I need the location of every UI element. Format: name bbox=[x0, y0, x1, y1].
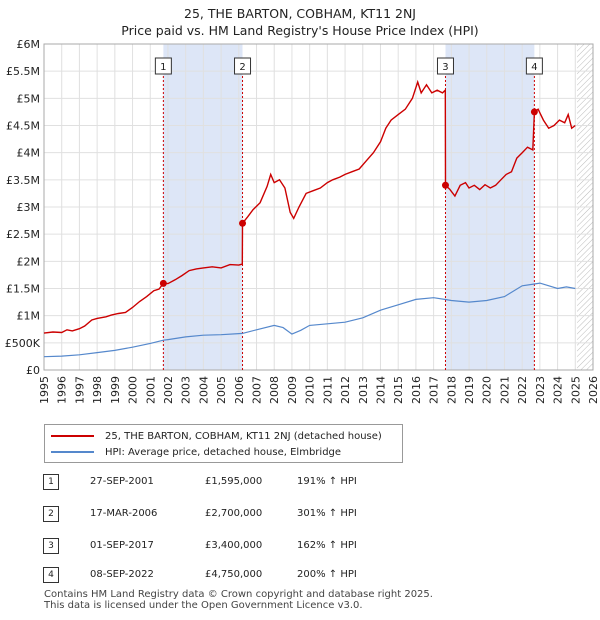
y-tick-label: £3M bbox=[17, 201, 41, 214]
legend-swatch-property bbox=[51, 435, 94, 437]
y-tick-label: £6M bbox=[17, 38, 41, 51]
x-tick-label: 2009 bbox=[286, 376, 299, 404]
y-tick-label: £0 bbox=[26, 364, 40, 377]
legend-label-property: 25, THE BARTON, COBHAM, KT11 2NJ (detach… bbox=[105, 430, 382, 442]
x-tick-label: 2003 bbox=[180, 376, 193, 404]
x-tick-label: 2023 bbox=[534, 376, 547, 404]
sale-label-box bbox=[525, 57, 543, 75]
footer-copyright: Contains HM Land Registry data © Crown c… bbox=[44, 589, 433, 600]
x-tick-label: 2011 bbox=[321, 376, 334, 404]
x-tick-label: 2021 bbox=[498, 376, 511, 404]
x-tick-label: 2006 bbox=[233, 376, 246, 404]
x-tick-label: 2013 bbox=[357, 376, 370, 404]
legend-swatch-hpi bbox=[51, 451, 94, 453]
x-tick-label: 2025 bbox=[569, 376, 582, 404]
legend-label-hpi: HPI: Average price, detached house, Elmb… bbox=[105, 446, 342, 458]
y-tick-label: £500K bbox=[5, 337, 41, 350]
sale-number-badge: 1 bbox=[43, 474, 59, 490]
sale-price: £1,595,000 bbox=[205, 476, 263, 487]
x-tick-label: 2014 bbox=[374, 376, 387, 404]
x-tick-label: 1995 bbox=[38, 376, 51, 404]
hpi-series-line bbox=[43, 282, 576, 358]
y-tick-label: £1M bbox=[17, 310, 41, 323]
sale-label-box bbox=[154, 57, 172, 75]
property-series-line bbox=[43, 79, 576, 334]
x-tick-label: 2004 bbox=[197, 376, 210, 404]
y-tick-label: £2M bbox=[17, 255, 41, 268]
sale-price: £3,400,000 bbox=[205, 540, 263, 551]
sale-label-number: 1 bbox=[160, 62, 166, 73]
sale-number-badge: 2 bbox=[43, 506, 59, 522]
x-tick-label: 2017 bbox=[428, 376, 441, 404]
x-tick-label: 2026 bbox=[587, 376, 600, 404]
sale-label-box bbox=[436, 57, 454, 75]
sale-date: 01-SEP-2017 bbox=[90, 540, 154, 551]
x-tick-label: 1996 bbox=[56, 376, 69, 404]
x-tick-label: 2000 bbox=[127, 376, 140, 404]
x-tick-label: 2005 bbox=[215, 376, 228, 404]
x-tick-label: 1999 bbox=[109, 376, 122, 404]
legend: 25, THE BARTON, COBHAM, KT11 2NJ (detach… bbox=[44, 424, 403, 463]
x-tick-label: 2001 bbox=[144, 376, 157, 404]
price-chart: £0 £500K £1M £1.5M £2M £2.5M £3M £3.5M £4M £4.5M £… bbox=[5, 38, 600, 404]
y-tick-label: £2.5M bbox=[6, 228, 40, 241]
sale-date: 27-SEP-2001 bbox=[90, 476, 154, 487]
x-tick-label: 2016 bbox=[410, 376, 423, 404]
sale-hpi-change: 301% ↑ HPI bbox=[297, 508, 357, 519]
x-tick-label: 1998 bbox=[91, 376, 104, 404]
sale-date: 17-MAR-2006 bbox=[90, 508, 158, 519]
sale-point bbox=[159, 279, 167, 287]
sale-price: £2,700,000 bbox=[205, 508, 263, 519]
x-tick-label: 1997 bbox=[73, 376, 86, 404]
legend-item-hpi: HPI: Average price, detached house, Elmb… bbox=[51, 445, 341, 459]
x-tick-label: 2020 bbox=[481, 376, 494, 404]
y-tick-label: £4M bbox=[17, 147, 41, 160]
sale-hpi-change: 200% ↑ HPI bbox=[297, 569, 357, 580]
sale-hpi-change: 162% ↑ HPI bbox=[297, 540, 357, 551]
x-tick-label: 2012 bbox=[339, 376, 352, 404]
x-tick-label: 2008 bbox=[268, 376, 281, 404]
plot-frame bbox=[43, 43, 594, 371]
sale-hpi-change: 191% ↑ HPI bbox=[297, 476, 357, 487]
x-tick-label: 2022 bbox=[516, 376, 529, 404]
y-tick-label: £3.5M bbox=[6, 174, 40, 187]
x-tick-label: 2002 bbox=[162, 376, 175, 404]
sale-row: 3 01-SEP-2017 £3,400,000 162% ↑ HPI bbox=[0, 538, 600, 554]
x-tick-label: 2024 bbox=[552, 376, 565, 404]
sale-row: 4 08-SEP-2022 £4,750,000 200% ↑ HPI bbox=[0, 567, 600, 583]
chart-title-line2: Price paid vs. HM Land Registry's House … bbox=[121, 23, 479, 38]
sale-number-badge: 3 bbox=[43, 538, 59, 554]
legend-item-property: 25, THE BARTON, COBHAM, KT11 2NJ (detach… bbox=[51, 429, 382, 443]
sale-row: 1 27-SEP-2001 £1,595,000 191% ↑ HPI bbox=[0, 474, 600, 490]
sale-label-number: 2 bbox=[239, 62, 245, 73]
y-tick-label: £5.5M bbox=[6, 65, 40, 78]
sale-row: 2 17-MAR-2006 £2,700,000 301% ↑ HPI bbox=[0, 506, 600, 522]
x-tick-label: 2015 bbox=[392, 376, 405, 404]
x-tick-label: 2007 bbox=[251, 376, 264, 404]
y-tick-label: £5M bbox=[17, 92, 41, 105]
sale-label-number: 3 bbox=[442, 62, 448, 73]
footer-licence: This data is licensed under the Open Gov… bbox=[44, 600, 363, 611]
sale-label-number: 4 bbox=[531, 62, 537, 73]
y-tick-label: £1.5M bbox=[6, 283, 40, 296]
sale-number-badge: 4 bbox=[43, 567, 59, 583]
chart-title-line1: 25, THE BARTON, COBHAM, KT11 2NJ bbox=[184, 6, 416, 21]
sale-point bbox=[239, 219, 247, 227]
sale-date: 08-SEP-2022 bbox=[90, 569, 154, 580]
footer: Contains HM Land Registry data © Crown c… bbox=[44, 589, 433, 611]
x-tick-label: 2018 bbox=[445, 376, 458, 404]
y-tick-label: £4.5M bbox=[6, 120, 40, 133]
sale-label-box bbox=[234, 57, 252, 75]
x-tick-label: 2010 bbox=[304, 376, 317, 404]
sale-point bbox=[441, 181, 449, 189]
sale-price: £4,750,000 bbox=[205, 569, 263, 580]
sale-point bbox=[530, 108, 538, 116]
x-tick-label: 2019 bbox=[463, 376, 476, 404]
